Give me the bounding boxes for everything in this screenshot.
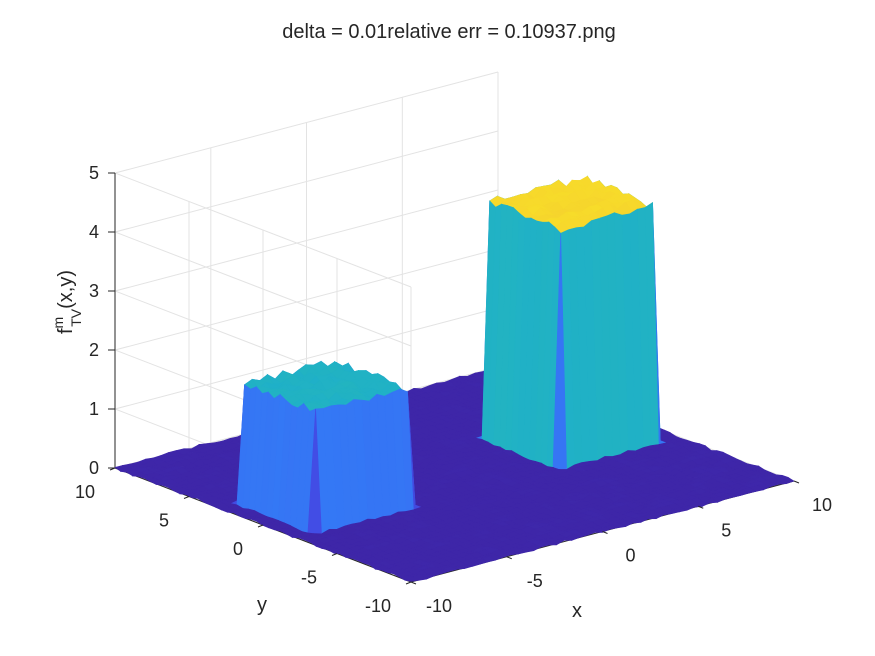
y-tick-mark — [183, 496, 190, 499]
y-tick-label: 5 — [159, 511, 169, 531]
tick-labels: -10 -5 0 5 10 -10 -5 0 5 10 0 1 2 3 4 5 — [75, 163, 832, 616]
y-tick-mark — [257, 524, 264, 528]
surface — [114, 175, 795, 582]
y-axis-label: y — [257, 594, 267, 616]
x-tick-mark — [602, 531, 608, 534]
z-tick-label: 5 — [89, 163, 99, 183]
x-axis-label: x — [572, 600, 582, 622]
y-tick-mark — [331, 553, 338, 556]
x-tick-mark — [410, 581, 417, 585]
x-tick-label: -10 — [426, 596, 452, 616]
x-tick-mark — [506, 556, 512, 560]
y-tick-label: -5 — [301, 568, 317, 588]
z-axis-label: fm TV(x,y) — [50, 270, 84, 334]
y-tick-label: -10 — [365, 596, 391, 616]
z-tick-label: 3 — [89, 281, 99, 301]
z-tick-label: 4 — [89, 222, 99, 242]
y-tick-label: 0 — [233, 539, 243, 559]
surface-patch — [404, 576, 420, 582]
x-tick-label: 5 — [721, 520, 731, 540]
x-tick-mark — [793, 480, 800, 484]
x-tick-mark — [698, 505, 704, 509]
z-tick-label: 1 — [89, 399, 99, 419]
z-tick-label: 0 — [89, 458, 99, 478]
chart-title: delta = 0.01relative err = 0.10937.png — [282, 21, 616, 43]
x-tick-label: -5 — [527, 571, 543, 591]
x-tick-label: 10 — [812, 495, 832, 515]
y-tick-mark — [405, 581, 412, 585]
z-tick-label: 2 — [89, 340, 99, 360]
x-tick-label: 0 — [625, 546, 635, 566]
y-tick-label: 10 — [75, 482, 95, 502]
